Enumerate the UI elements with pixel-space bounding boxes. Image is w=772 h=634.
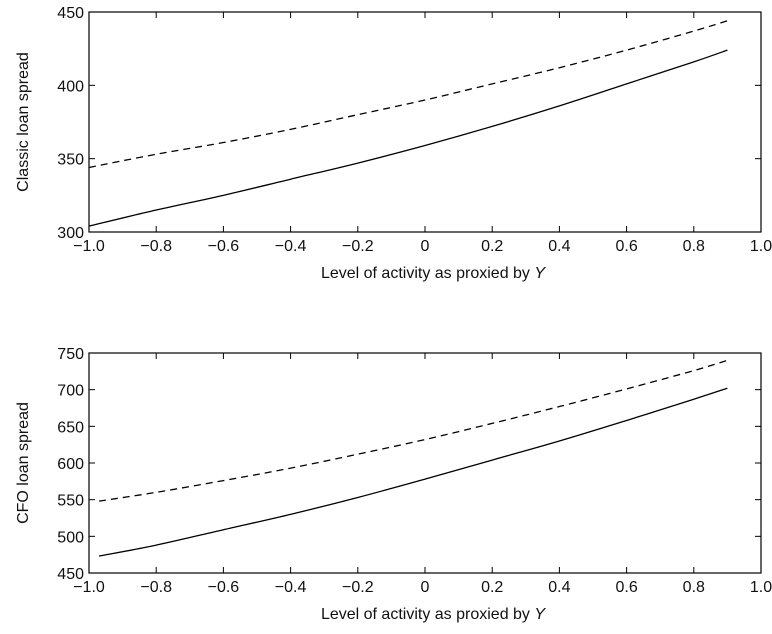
series-line-solid (98, 387, 728, 557)
x-tick-label: 0.4 (548, 238, 570, 255)
x-tick-label: 1.0 (750, 579, 772, 596)
y-tick-label: 500 (57, 529, 84, 546)
classic-loan-spread-chart: −1.0 −0.8 −0.6 −0.4 −0.2 0 0.2 0.4 0.6 0.8 1.0 300 3… (15, 5, 772, 282)
x-tick-label: 0.8 (683, 579, 705, 596)
y-tick-label: 650 (57, 419, 84, 436)
series-line-solid (88, 49, 728, 227)
x-tick-label: −0.8 (140, 238, 172, 255)
plot-frame (88, 352, 762, 574)
x-tick-label: −0.4 (275, 238, 307, 255)
x-axis-title: Level of activity as proxied by Y (321, 265, 546, 282)
x-tick-label: 0.8 (683, 238, 705, 255)
y-tick-label: 400 (57, 78, 84, 95)
cfo-loan-spread-chart: −1.0 −0.8 −0.6 −0.4 −0.2 0 0.2 0.4 0.6 0.8 1.0 450 5… (15, 346, 772, 623)
y-tick-label: 550 (57, 493, 84, 510)
y-axis-title: CFO loan spread (15, 402, 32, 524)
x-tick-label: 1.0 (750, 238, 772, 255)
x-tick-label: −1.0 (73, 238, 105, 255)
x-tick-label: 0 (421, 579, 430, 596)
plot-frame (88, 11, 762, 233)
series-line-dashed (88, 20, 728, 169)
x-tick-label: 0.2 (481, 238, 503, 255)
series-line-dashed (98, 359, 728, 502)
x-tick-label: −1.0 (73, 579, 105, 596)
x-tick-label: 0.4 (548, 579, 570, 596)
x-tick-label: −0.6 (208, 238, 240, 255)
x-tick-label: 0 (421, 238, 430, 255)
y-tick-label: 350 (57, 152, 84, 169)
y-tick-label: 600 (57, 456, 84, 473)
y-tick-label: 700 (57, 383, 84, 400)
y-tick-label: 450 (57, 5, 84, 22)
y-tick-label: 300 (57, 225, 84, 242)
x-tick-label: −0.2 (342, 579, 374, 596)
x-tick-label: −0.6 (208, 579, 240, 596)
x-tick-label: 0.2 (481, 579, 503, 596)
x-axis-title: Level of activity as proxied by Y (321, 606, 546, 623)
x-tick-label: 0.6 (615, 579, 637, 596)
y-tick-label: 750 (57, 346, 84, 363)
y-axis-title: Classic loan spread (15, 52, 32, 192)
x-tick-label: −0.2 (342, 238, 374, 255)
x-tick-label: −0.8 (140, 579, 172, 596)
y-tick-label: 450 (57, 566, 84, 583)
x-tick-label: −0.4 (275, 579, 307, 596)
x-tick-label: 0.6 (615, 238, 637, 255)
